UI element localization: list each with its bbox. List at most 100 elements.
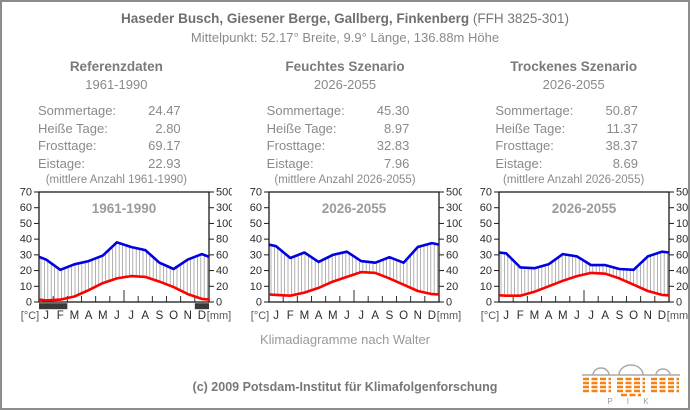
svg-text:0: 0 (26, 297, 32, 309)
svg-text:80: 80 (216, 234, 228, 246)
dome-left-icon (592, 367, 610, 376)
svg-text:100: 100 (446, 218, 462, 230)
panel-title: Feuchtes Szenario (285, 59, 405, 74)
svg-text:[°C]: [°C] (21, 310, 39, 322)
svg-text:F: F (517, 310, 524, 322)
stat-value: 24.47 (148, 103, 181, 118)
svg-text:J: J (273, 310, 279, 322)
stat-value: 11.37 (606, 120, 639, 136)
svg-text:[°C]: [°C] (251, 310, 269, 322)
svg-text:10: 10 (250, 281, 262, 293)
svg-text:M: M (328, 310, 338, 322)
svg-text:N: N (414, 310, 422, 322)
svg-text:S: S (386, 310, 394, 322)
dome-middle-icon (618, 364, 644, 376)
svg-text:30: 30 (250, 249, 262, 261)
site-code: (FFH 3825-301) (469, 11, 569, 26)
svg-text:40: 40 (20, 234, 32, 246)
svg-text:A: A (545, 310, 553, 322)
panel-referenzdaten: Referenzdaten 1961-1990 Sommertage: 24.47… (2, 59, 231, 186)
stats-panels: Referenzdaten 1961-1990 Sommertage: 24.47… (2, 59, 688, 186)
svg-text:50: 50 (480, 218, 492, 230)
svg-text:10: 10 (20, 281, 32, 293)
panel-note: (mittlere Anzahl 2026-2055) (503, 174, 645, 186)
svg-text:30: 30 (480, 249, 492, 261)
panel-trockenes-szenario: Trockenes Szenario 2026-2055 Sommertage:… (459, 59, 688, 186)
svg-text:0: 0 (216, 297, 222, 309)
stat-label: Frosttage: (38, 138, 97, 153)
stat-row-frosttage: Frosttage: 38.37 (495, 137, 638, 155)
stat-label: Frosttage: (495, 138, 554, 153)
svg-text:J: J (43, 310, 49, 322)
svg-text:M: M (98, 310, 108, 322)
svg-text:J: J (358, 310, 364, 322)
svg-text:0: 0 (256, 297, 262, 309)
stats-list: Sommertage: 50.87 Heiße Tage: 11.37 Frostt… (495, 102, 638, 172)
svg-text:[°C]: [°C] (481, 310, 499, 322)
svg-text:N: N (184, 310, 192, 322)
stat-value: 22.93 (148, 155, 181, 171)
stat-value: 50.87 (605, 103, 639, 118)
svg-text:70: 70 (480, 187, 492, 199)
svg-text:D: D (658, 310, 666, 322)
svg-text:M: M (70, 310, 80, 322)
svg-text:J: J (128, 310, 134, 322)
svg-text:500: 500 (446, 187, 462, 199)
stat-row-heisse-tage: Heiße Tage: 2.80 (38, 120, 181, 138)
svg-text:300: 300 (216, 202, 232, 214)
stat-label: Eistage: (495, 155, 543, 171)
svg-text:40: 40 (480, 234, 492, 246)
stat-value: 8.97 (384, 120, 410, 136)
header: Haseder Busch, Giesener Berge, Gallberg,… (2, 11, 688, 45)
stat-value: 69.17 (148, 138, 181, 153)
svg-text:2026-2055: 2026-2055 (322, 201, 387, 216)
svg-text:O: O (629, 310, 638, 322)
stat-value: 8.69 (612, 155, 639, 171)
stat-row-heisse-tage: Heiße Tage: 8.97 (267, 120, 410, 138)
svg-text:20: 20 (446, 281, 458, 293)
svg-text:1961-1990: 1961-1990 (92, 201, 157, 216)
stat-row-eistage: Eistage: 7.96 (267, 155, 410, 173)
svg-text:80: 80 (446, 234, 458, 246)
svg-text:40: 40 (446, 265, 458, 277)
svg-text:F: F (57, 310, 64, 322)
svg-text:[mm]: [mm] (207, 310, 231, 322)
stat-row-frosttage: Frosttage: 32.83 (267, 137, 410, 155)
svg-text:70: 70 (20, 187, 32, 199)
svg-text:F: F (287, 310, 294, 322)
stat-label: Heiße Tage: (38, 120, 108, 136)
stat-row-frosttage: Frosttage: 69.17 (38, 137, 181, 155)
svg-text:J: J (574, 310, 580, 322)
climate-diagram-feucht: 0 10 20 30 40 50 60 70 0 20 40 60 80 100 300 500 2026-20… (232, 186, 462, 326)
svg-text:O: O (169, 310, 178, 322)
svg-text:J: J (588, 310, 594, 322)
svg-text:50: 50 (250, 218, 262, 230)
svg-text:A: A (315, 310, 323, 322)
climate-diagrams: 0102030405060700204060801003005001961-19… (2, 186, 688, 326)
svg-text:300: 300 (676, 202, 690, 214)
page-subtitle: Mittelpunkt: 52.17° Breite, 9.9° Länge, … (190, 30, 500, 45)
svg-text:A: A (601, 310, 609, 322)
stat-value: 32.83 (376, 138, 410, 153)
copyright-line: (c) 2009 Potsdam-Institut für Klimafolge… (192, 380, 498, 394)
panel-title: Referenzdaten (69, 59, 163, 74)
svg-text:N: N (644, 310, 652, 322)
panel-note: (mittlere Anzahl 2026-2055) (274, 174, 416, 186)
stat-row-sommertage: Sommertage: 45.30 (267, 102, 410, 120)
svg-text:500: 500 (676, 187, 690, 199)
pik-logo-buildings (582, 364, 680, 397)
svg-text:A: A (141, 310, 149, 322)
panel-note: (mittlere Anzahl 1961-1990) (45, 174, 187, 186)
svg-text:100: 100 (216, 218, 232, 230)
stat-label: Heiße Tage: (266, 120, 337, 136)
stat-row-sommertage: Sommertage: 50.87 (495, 102, 638, 120)
svg-text:M: M (300, 310, 310, 322)
stat-label: Sommertage: (38, 103, 117, 118)
svg-text:60: 60 (480, 202, 492, 214)
svg-text:60: 60 (216, 249, 228, 261)
svg-text:10: 10 (480, 281, 492, 293)
stat-label: Sommertage: (266, 103, 345, 118)
svg-text:J: J (344, 310, 350, 322)
svg-text:M: M (530, 310, 540, 322)
svg-text:[mm]: [mm] (437, 310, 461, 322)
